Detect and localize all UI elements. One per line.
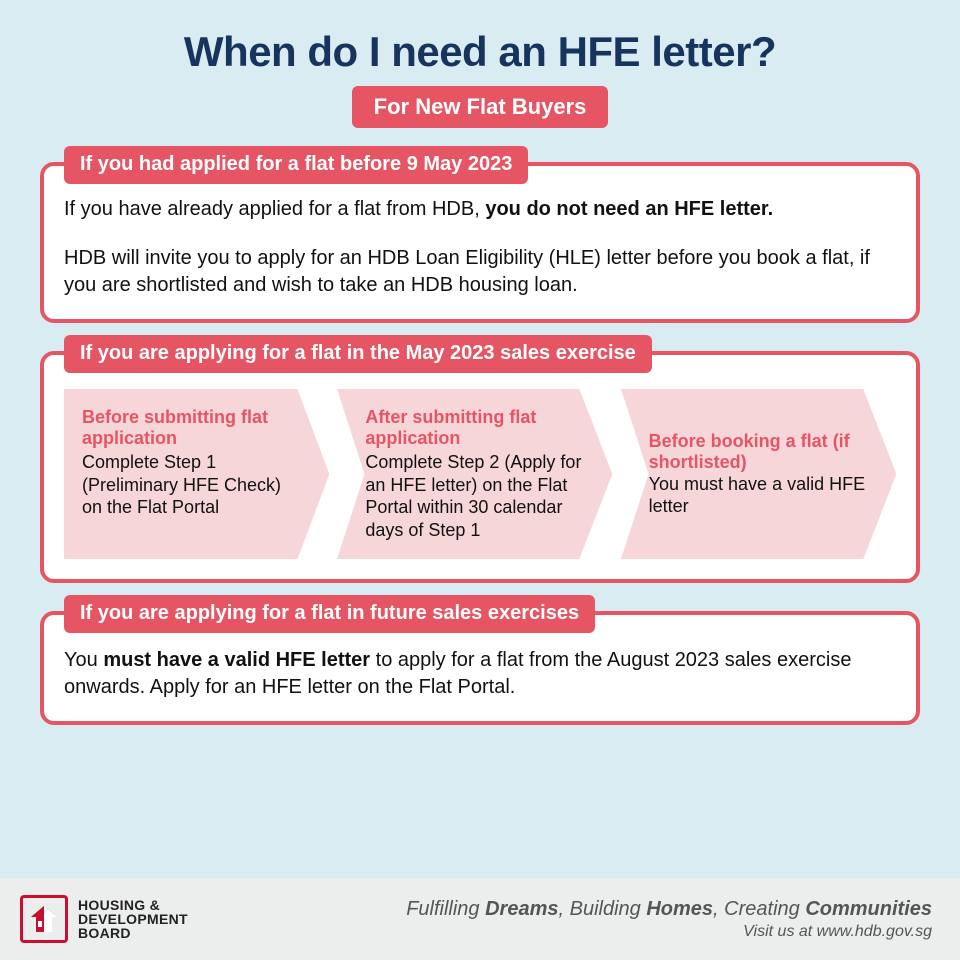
process-chevrons: Before submitting flat application Compl…: [64, 389, 896, 559]
card-label: If you are applying for a flat in future…: [64, 595, 595, 633]
hdb-logo: HOUSING & DEVELOPMENT BOARD: [20, 895, 188, 943]
card-before-9-may: If you had applied for a flat before 9 M…: [40, 162, 920, 323]
hdb-logo-icon: [20, 895, 68, 943]
text-bold: you do not need an HFE letter.: [485, 198, 773, 220]
step-title: Before booking a flat: [649, 431, 833, 451]
step-title: After submitting flat application: [365, 407, 584, 449]
text-bold: must have a valid HFE letter: [103, 649, 370, 671]
card-future-exercises: If you are applying for a flat in future…: [40, 611, 920, 725]
text: HOUSING &: [78, 898, 188, 912]
text: If you have already applied for a flat f…: [64, 198, 485, 220]
card1-p1: If you have already applied for a flat f…: [64, 196, 896, 223]
chevron-step-3: Before booking a flat (if shortlisted) Y…: [621, 389, 896, 559]
text: BOARD: [78, 926, 188, 940]
page-title: When do I need an HFE letter?: [0, 0, 960, 76]
footer: HOUSING & DEVELOPMENT BOARD Fulfilling D…: [0, 878, 960, 960]
audience-pill: For New Flat Buyers: [352, 86, 609, 128]
card1-p2: HDB will invite you to apply for an HDB …: [64, 245, 896, 299]
text-bold: Communities: [805, 898, 932, 920]
step-text: You must have a valid HFE letter: [649, 473, 868, 518]
visit-url: Visit us at www.hdb.gov.sg: [406, 923, 932, 941]
text: , Creating: [713, 898, 805, 920]
chevron-step-2: After submitting flat application Comple…: [337, 389, 612, 559]
text: You: [64, 649, 103, 671]
hdb-logo-text: HOUSING & DEVELOPMENT BOARD: [78, 898, 188, 940]
text-bold: Homes: [646, 898, 713, 920]
step-text: Complete Step 1 (Preliminary HFE Check) …: [82, 451, 301, 519]
step-title: Before submitting flat application: [82, 407, 301, 449]
text: Fulfilling: [406, 898, 485, 920]
text: , Building: [559, 898, 647, 920]
card-label: If you are applying for a flat in the Ma…: [64, 335, 652, 373]
step-text: Complete Step 2 (Apply for an HFE letter…: [365, 451, 584, 541]
chevron-step-1: Before submitting flat application Compl…: [64, 389, 329, 559]
card-may-2023: If you are applying for a flat in the Ma…: [40, 351, 920, 583]
card3-text: You must have a valid HFE letter to appl…: [64, 647, 896, 701]
tagline-text: Fulfilling Dreams, Building Homes, Creat…: [406, 898, 932, 921]
text-bold: Dreams: [485, 898, 558, 920]
card-label: If you had applied for a flat before 9 M…: [64, 146, 528, 184]
text: DEVELOPMENT: [78, 912, 188, 926]
footer-tagline: Fulfilling Dreams, Building Homes, Creat…: [406, 898, 932, 941]
